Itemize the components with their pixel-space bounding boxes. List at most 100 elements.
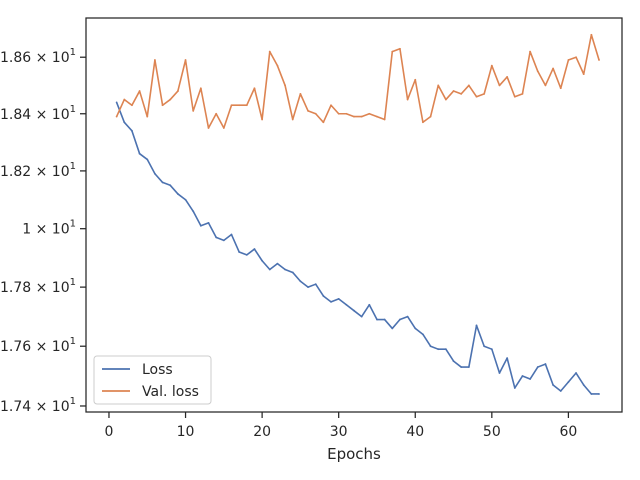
data-point [161, 104, 164, 107]
data-point [207, 127, 210, 129]
data-point [429, 115, 432, 118]
x-axis: 0 10 20 30 40 50 60 [105, 412, 577, 440]
y-tick-label: 1.86 × 101 [0, 47, 76, 66]
data-point [498, 372, 501, 374]
data-point [391, 50, 394, 53]
data-point [529, 378, 532, 380]
y-tick-label: 1.78 × 101 [0, 277, 76, 296]
data-point [437, 348, 440, 351]
data-point [437, 84, 440, 87]
data-point [176, 193, 179, 195]
data-point [521, 92, 524, 95]
data-point [268, 268, 271, 271]
data-point [176, 90, 179, 92]
data-point [475, 324, 478, 327]
data-point [414, 327, 417, 330]
data-point [383, 118, 386, 121]
data-point [598, 59, 600, 61]
data-point [490, 64, 493, 67]
data-point [360, 115, 363, 118]
data-point [559, 87, 562, 90]
data-point [376, 115, 378, 118]
legend-label: Val. loss [142, 384, 199, 400]
data-point [483, 345, 486, 348]
data-point [544, 84, 547, 87]
data-point [284, 84, 286, 87]
x-axis-title: Epochs [327, 445, 381, 463]
data-point [429, 345, 432, 348]
data-point [475, 95, 478, 98]
data-point [199, 224, 202, 227]
data-point [536, 70, 539, 73]
data-point [138, 90, 141, 92]
data-point [552, 67, 554, 70]
data-point [299, 280, 302, 283]
data-point [184, 198, 187, 201]
x-tick-label: 10 [177, 424, 195, 440]
legend: Loss Val. loss [93, 355, 212, 405]
data-point [161, 181, 164, 184]
data-point [146, 158, 149, 161]
data-point [322, 295, 325, 297]
data-point [245, 104, 248, 107]
data-point [314, 283, 317, 286]
data-point [575, 56, 577, 59]
data-point [268, 50, 271, 53]
data-point [483, 92, 486, 95]
data-point [276, 262, 279, 265]
data-point [513, 95, 516, 98]
data-point [261, 259, 264, 262]
data-point [284, 268, 286, 271]
data-point [544, 363, 547, 365]
data-point [452, 360, 455, 362]
series-val-loss [115, 33, 600, 129]
data-point [192, 210, 195, 213]
series-loss [115, 101, 600, 395]
y-axis: 1.74 × 101 1.76 × 101 1.78 × 101 1 × 101 1.8… [0, 47, 86, 415]
data-point [131, 104, 133, 107]
data-point [154, 59, 156, 61]
x-tick-label: 50 [483, 424, 501, 440]
x-tick-label: 0 [105, 424, 114, 440]
data-point [399, 318, 401, 321]
data-point [575, 372, 577, 374]
x-tick-label: 60 [559, 424, 577, 440]
data-point [245, 254, 248, 256]
data-point [567, 59, 570, 61]
data-point [536, 366, 539, 368]
data-point [207, 221, 210, 224]
data-point [422, 333, 424, 336]
data-point [154, 172, 156, 175]
data-point [467, 84, 470, 87]
data-point [222, 127, 225, 129]
y-tick-label: 1.74 × 101 [0, 396, 76, 415]
data-point [307, 110, 309, 112]
data-point [406, 98, 409, 101]
data-point [506, 76, 509, 78]
data-point [452, 90, 455, 92]
data-point [215, 236, 218, 239]
x-tick-label: 40 [406, 424, 424, 440]
data-point [115, 115, 118, 118]
data-point [253, 248, 256, 250]
data-point [169, 98, 172, 101]
legend-label: Loss [142, 362, 173, 378]
data-point [353, 115, 355, 118]
plot-area [85, 17, 623, 413]
data-point [307, 286, 309, 289]
data-point [467, 366, 470, 368]
data-point [345, 112, 348, 115]
x-tick-label: 20 [253, 424, 271, 440]
data-point [337, 297, 340, 300]
data-point [253, 87, 256, 90]
data-point [238, 104, 241, 107]
data-point [460, 366, 463, 368]
data-point [222, 239, 225, 242]
data-point [337, 112, 340, 115]
data-point [582, 384, 585, 386]
data-point [360, 315, 363, 318]
data-point [391, 327, 394, 330]
data-point [330, 300, 332, 303]
data-point [368, 303, 371, 306]
